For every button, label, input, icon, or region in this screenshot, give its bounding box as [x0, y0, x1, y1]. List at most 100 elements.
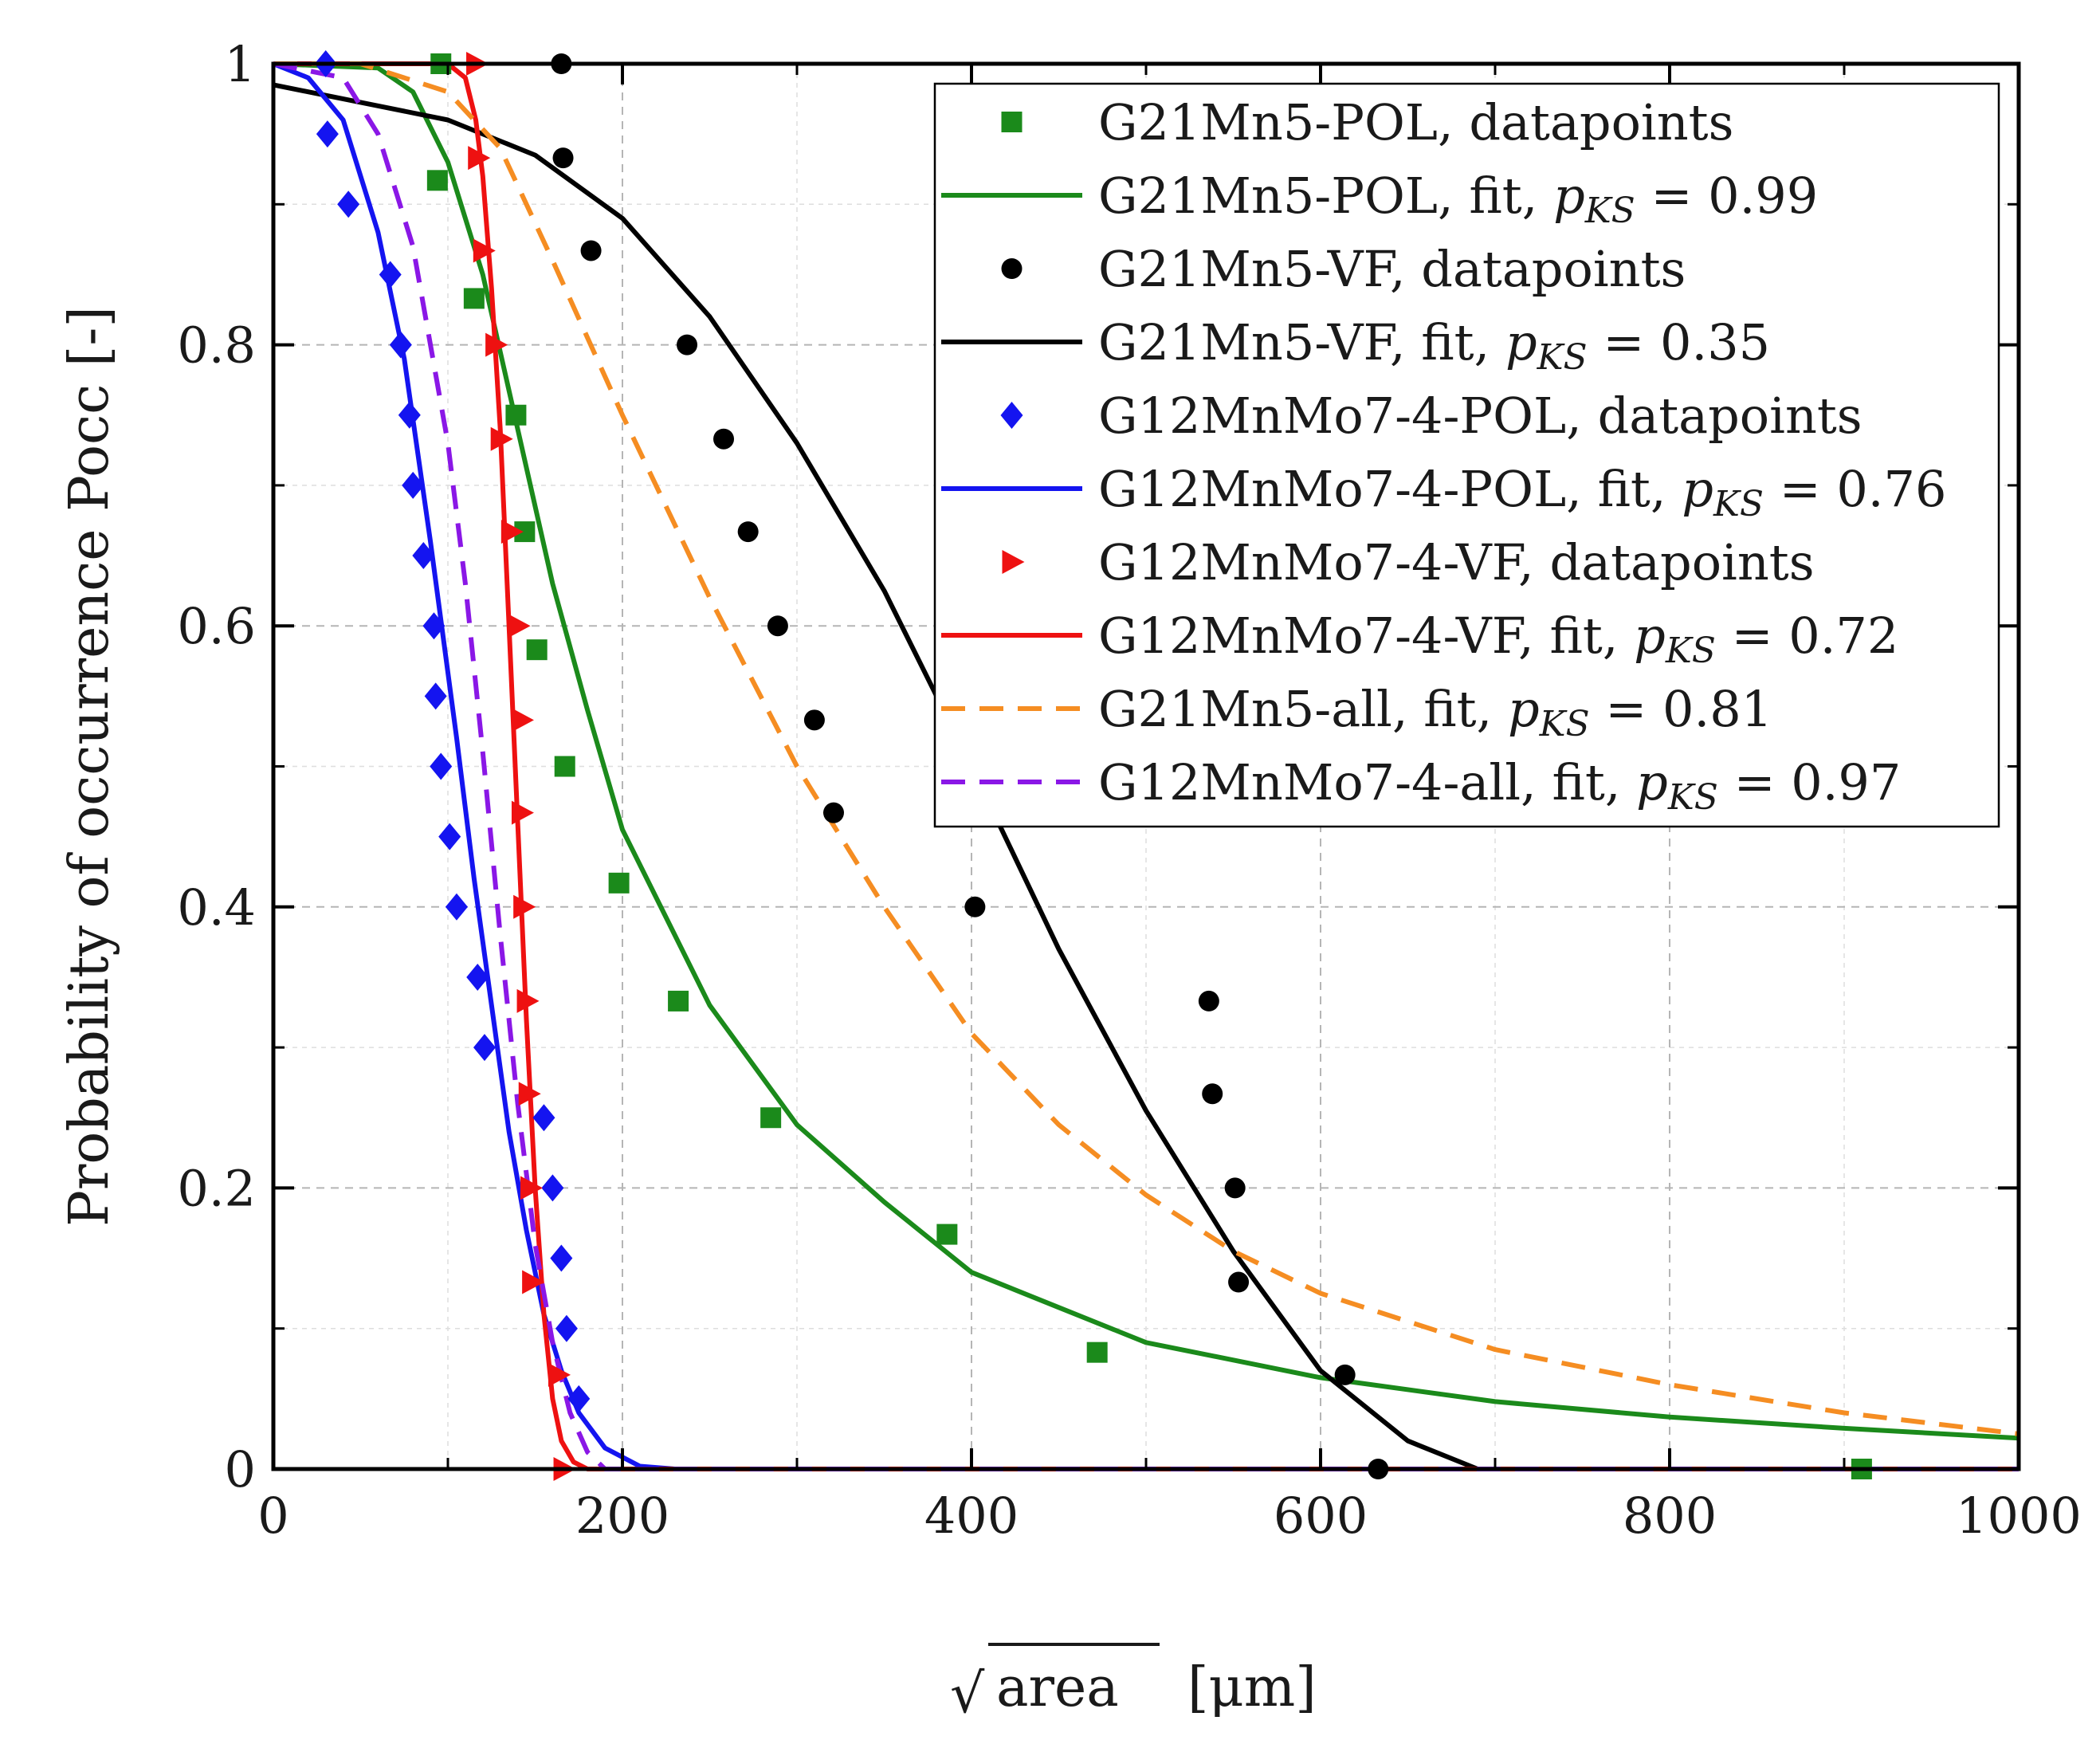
legend-label-main: G21Mn5-VF, fit, [1098, 313, 1505, 371]
y-tick-label: 0.4 [177, 878, 256, 937]
legend-entry-0: G21Mn5-POL, datapoints [1001, 93, 1733, 151]
legend-label-value: = 0.76 [1764, 460, 1946, 518]
data-point [511, 800, 534, 825]
y-axis-label: Probability of occurrence Pocc [-] [58, 306, 121, 1227]
data-point [526, 639, 548, 661]
x-axis-label: √ area [μm] [950, 1643, 1317, 1726]
legend-label-main: G21Mn5-POL, fit, [1098, 167, 1553, 225]
legend-label-p: p [1636, 753, 1668, 811]
data-point [516, 988, 540, 1013]
legend-marker [1001, 258, 1023, 279]
x-tick-label: 400 [924, 1487, 1019, 1545]
legend-marker [1000, 402, 1023, 429]
data-point [466, 963, 489, 991]
x-axis-radicand: area [996, 1656, 1119, 1719]
legend-label-sub: KS [1667, 777, 1718, 818]
data-point [316, 120, 339, 148]
series-6 [466, 52, 576, 1481]
tick-layer: 0 200 400 600 800 1000 0 0.2 0.4 0.6 0.8 1 [177, 35, 2082, 1545]
x-tick-label: 0 [257, 1487, 289, 1545]
data-point [532, 1104, 555, 1132]
series-layer [273, 50, 2019, 1481]
data-point [389, 331, 412, 359]
legend-label: G12MnMo7-4-all, fit, pKS = 0.97 [1098, 753, 1901, 818]
series-8 [273, 61, 2019, 1436]
legend-entry-2: G21Mn5-VF, datapoints [1001, 240, 1686, 298]
data-point [473, 238, 496, 263]
data-point [580, 240, 602, 261]
legend-label-main: G12MnMo7-4-VF, datapoints [1098, 533, 1815, 591]
data-point [567, 1385, 591, 1412]
series-1 [273, 61, 2019, 1441]
legend-label: G21Mn5-VF, datapoints [1098, 240, 1686, 298]
data-point [520, 1176, 543, 1200]
legend-label-sub: KS [1665, 630, 1716, 671]
series-line-1 [273, 61, 2019, 1441]
data-point [713, 428, 735, 450]
series-7 [273, 61, 2019, 1471]
x-tick-label: 600 [1274, 1487, 1368, 1545]
data-point [1228, 1271, 1250, 1293]
data-point [438, 823, 461, 850]
data-point [445, 893, 468, 921]
y-tick-label: 0.6 [177, 597, 256, 655]
series-0 [426, 53, 1872, 1479]
legend-label-main: G12MnMo7-4-all, fit, [1098, 753, 1636, 811]
data-point [500, 520, 524, 544]
legend-entry-3: G21Mn5-VF, fit, pKS = 0.35 [941, 313, 1770, 378]
series-9 [273, 61, 2019, 1471]
axis-label-layer: Probability of occurrence Pocc [-] √ are… [58, 306, 1317, 1726]
legend-label-main: G12MnMo7-4-VF, fit, [1098, 607, 1634, 665]
legend-label-main: G21Mn5-POL, datapoints [1098, 93, 1733, 151]
legend-label-sub: KS [1537, 337, 1588, 378]
data-point [1198, 990, 1219, 1011]
data-point [822, 802, 844, 823]
legend-label: G21Mn5-POL, fit, pKS = 0.99 [1098, 167, 1818, 231]
x-axis-radical-sign: √ [950, 1663, 985, 1726]
data-point [402, 471, 425, 499]
data-point [430, 752, 453, 780]
data-point [412, 542, 435, 570]
data-point [668, 990, 689, 1011]
legend-label-sub: KS [1539, 704, 1590, 744]
data-point [505, 404, 527, 426]
legend-label: G12MnMo7-4-VF, fit, pKS = 0.72 [1098, 607, 1898, 671]
data-point [550, 1244, 573, 1272]
legend-label-p: p [1682, 460, 1713, 518]
legend-label-p: p [1505, 313, 1537, 371]
data-point [964, 896, 986, 917]
legend-label-value: = 0.72 [1716, 607, 1898, 665]
legend-box [933, 82, 2000, 828]
legend-entry-8: G21Mn5-all, fit, pKS = 0.81 [941, 680, 1772, 744]
data-point [555, 1314, 578, 1342]
data-point [1334, 1364, 1356, 1385]
series-line-8 [273, 61, 2019, 1436]
data-point [760, 1107, 782, 1129]
series-5 [273, 61, 2019, 1471]
data-point [1202, 1083, 1223, 1105]
y-tick-label: 0.8 [177, 316, 256, 375]
data-point [1224, 1177, 1246, 1199]
legend-label-main: G12MnMo7-4-POL, datapoints [1098, 387, 1863, 445]
legend-marker [1001, 112, 1023, 132]
data-point [513, 894, 536, 919]
legend-label: G21Mn5-POL, datapoints [1098, 93, 1733, 151]
legend-entry-1: G21Mn5-POL, fit, pKS = 0.99 [941, 167, 1818, 231]
data-point [337, 191, 360, 218]
data-point [1086, 1341, 1108, 1363]
data-point [468, 146, 491, 171]
data-point [518, 1082, 541, 1106]
data-point [426, 170, 448, 191]
legend-entry-4: G12MnMo7-4-POL, datapoints [1000, 387, 1863, 445]
legend-entry-6: G12MnMo7-4-VF, datapoints [1002, 533, 1815, 591]
data-point [422, 612, 446, 640]
x-tick-label: 1000 [1956, 1487, 2082, 1545]
data-point [379, 261, 402, 289]
data-point [548, 1362, 571, 1387]
legend-label-value: = 0.35 [1588, 313, 1770, 371]
data-point [424, 682, 447, 710]
data-point [803, 709, 825, 731]
legend-label-main: G12MnMo7-4-POL, fit, [1098, 460, 1682, 518]
y-tick-label: 1 [225, 35, 256, 93]
legend-label-p: p [1634, 607, 1666, 665]
